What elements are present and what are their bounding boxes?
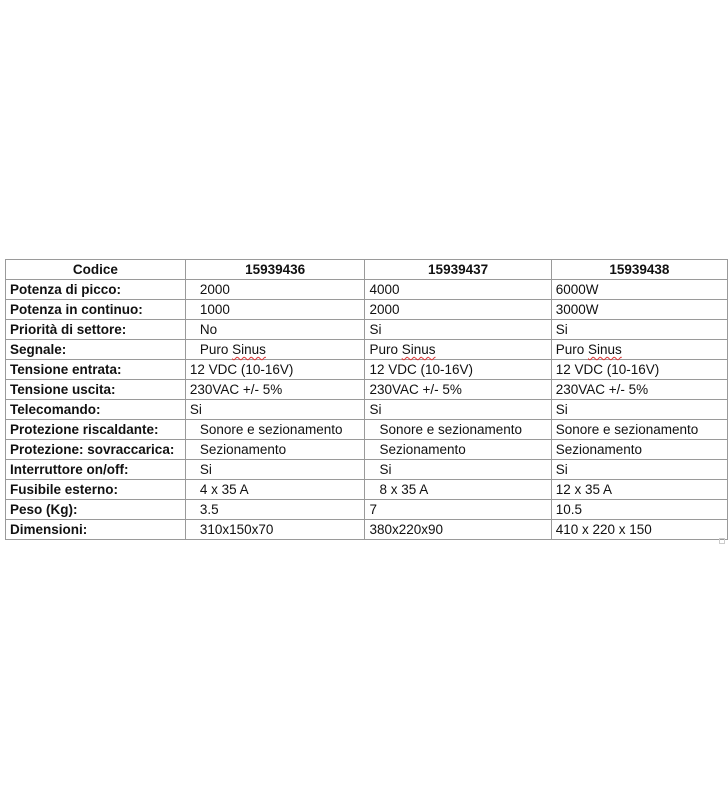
- table-row: Potenza in continuo: 1000 2000 3000W: [5, 299, 728, 320]
- value-cell: Puro Sinus: [550, 339, 728, 360]
- value-cell: 3.5: [184, 499, 366, 520]
- row-label: Segnale:: [5, 339, 186, 360]
- table-header-row: Codice 15939436 15939437 15939438: [5, 259, 728, 280]
- row-label: Fusibile esterno:: [5, 479, 186, 500]
- header-cell: 15939437: [364, 259, 552, 280]
- table-row: Potenza di picco: 2000 4000 6000W: [5, 279, 728, 300]
- row-label: Protezione riscaldante:: [5, 419, 186, 440]
- header-cell: 15939436: [184, 259, 366, 280]
- row-label: Interruttore on/off:: [5, 459, 186, 480]
- value-cell: 12 VDC (10-16V): [184, 359, 366, 380]
- value-cell: 2000: [364, 299, 552, 320]
- table-row: Tensione entrata: 12 VDC (10-16V) 12 VDC (…: [5, 359, 728, 380]
- value-cell: 12 VDC (10-16V): [364, 359, 552, 380]
- value-cell: Sezionamento: [184, 439, 366, 460]
- value-cell: Si: [550, 399, 728, 420]
- row-label: Telecomando:: [5, 399, 186, 420]
- value-cell: 8 x 35 A: [364, 479, 552, 500]
- value-cell: Sonore e sezionamento: [550, 419, 728, 440]
- value-cell: Si: [364, 399, 552, 420]
- row-label: Potenza di picco:: [5, 279, 186, 300]
- header-cell: Codice: [5, 259, 186, 280]
- spellcheck-mark: Sinus: [588, 342, 622, 357]
- value-cell: Puro Sinus: [364, 339, 552, 360]
- header-cell: 15939438: [550, 259, 728, 280]
- value-cell: 6000W: [550, 279, 728, 300]
- value-cell: Sezionamento: [550, 439, 728, 460]
- row-label: Potenza in continuo:: [5, 299, 186, 320]
- value-cell: 230VAC +/- 5%: [364, 379, 552, 400]
- row-label: Priorità di settore:: [5, 319, 186, 340]
- value-cell: 380x220x90: [364, 519, 552, 540]
- value-cell: 12 VDC (10-16V): [550, 359, 728, 380]
- specs-table: Codice 15939436 15939437 15939438 Potenza di…: [5, 259, 728, 540]
- value-cell: Si: [184, 399, 366, 420]
- value-cell: 310x150x70: [184, 519, 366, 540]
- value-cell: Si: [364, 319, 552, 340]
- value-cell: 1000: [184, 299, 366, 320]
- value-cell: Si: [364, 459, 552, 480]
- value-cell: 4000: [364, 279, 552, 300]
- value-cell: 230VAC +/- 5%: [184, 379, 366, 400]
- value-cell: 7: [364, 499, 552, 520]
- table-row: Protezione riscaldante: Sonore e sezionam…: [5, 419, 728, 440]
- table-row: Tensione uscita: 230VAC +/- 5% 230VAC +/- …: [5, 379, 728, 400]
- value-cell: Sonore e sezionamento: [364, 419, 552, 440]
- row-label: Tensione uscita:: [5, 379, 186, 400]
- value-cell: Sezionamento: [364, 439, 552, 460]
- value-cell: No: [184, 319, 366, 340]
- spellcheck-mark: Sinus: [232, 342, 266, 357]
- value-cell: 410 x 220 x 150: [550, 519, 728, 540]
- value-cell: 10.5: [550, 499, 728, 520]
- value-cell: 4 x 35 A: [184, 479, 366, 500]
- value-cell: Puro Sinus: [184, 339, 366, 360]
- value-cell: Si: [184, 459, 366, 480]
- table-row: Dimensioni: 310x150x70 380x220x90 410 x 220…: [5, 519, 728, 540]
- value-cell: 12 x 35 A: [550, 479, 728, 500]
- value-cell: Sonore e sezionamento: [184, 419, 366, 440]
- value-cell: Si: [550, 319, 728, 340]
- table-row: Telecomando: Si Si Si: [5, 399, 728, 420]
- spellcheck-mark: Sinus: [401, 342, 436, 357]
- table-row: Priorità di settore: No Si Si: [5, 319, 728, 340]
- row-label: Dimensioni:: [5, 519, 186, 540]
- table-row: Peso (Kg): 3.5 7 10.5: [5, 499, 728, 520]
- value-cell: 230VAC +/- 5%: [550, 379, 728, 400]
- table-row: Protezione: sovraccarica: Sezionamento Sez…: [5, 439, 728, 460]
- table-row: Interruttore on/off: Si Si Si: [5, 459, 728, 480]
- value-cell: 2000: [184, 279, 366, 300]
- row-label: Protezione: sovraccarica:: [5, 439, 186, 460]
- row-label: Peso (Kg):: [5, 499, 186, 520]
- row-label: Tensione entrata:: [5, 359, 186, 380]
- value-cell: 3000W: [550, 299, 728, 320]
- table-row: Segnale: Puro Sinus Puro Sinus Puro Sinus: [5, 339, 728, 360]
- table-resize-handle: [719, 538, 725, 544]
- value-cell: Si: [550, 459, 728, 480]
